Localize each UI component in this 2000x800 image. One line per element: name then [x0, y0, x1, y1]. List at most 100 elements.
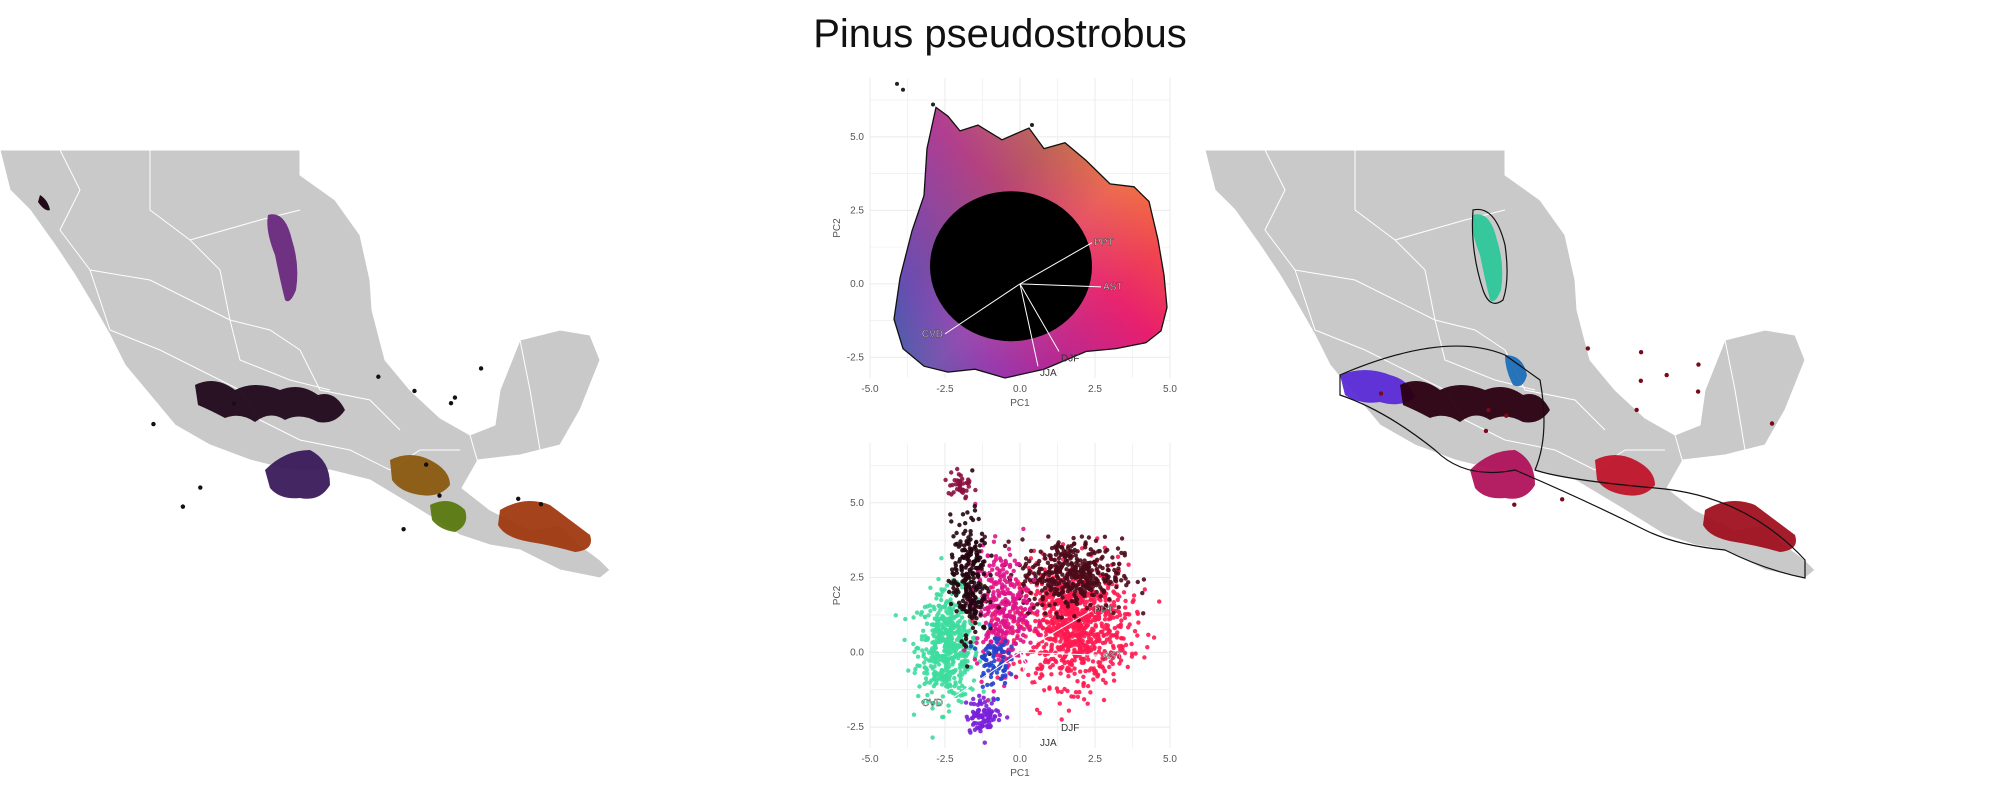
scatter-point — [922, 660, 927, 665]
scatter-point — [1011, 605, 1017, 611]
occurrence-point — [452, 395, 458, 400]
scatter-point — [1014, 581, 1019, 587]
scatter-point — [903, 616, 908, 622]
scatter-point — [952, 603, 957, 608]
scatter-point — [1088, 551, 1093, 557]
scatter-point — [1065, 583, 1071, 588]
loading-label: AST — [1103, 282, 1122, 293]
scatter-point — [1013, 577, 1019, 582]
scatter-point — [1063, 607, 1068, 612]
scatter-point — [1071, 549, 1076, 555]
scatter-point — [1101, 697, 1107, 703]
scatter-point — [1006, 546, 1012, 552]
scatter-point — [944, 583, 950, 588]
scatter-point — [1123, 576, 1128, 581]
scatter-point — [1058, 607, 1063, 613]
scatter-point — [1013, 674, 1019, 679]
scatter-point — [1073, 620, 1078, 625]
scatter-point — [1030, 565, 1036, 570]
scatter-point — [1020, 566, 1026, 571]
state-border — [299, 349, 401, 431]
scatter-point — [1002, 602, 1007, 607]
scatter-point — [1083, 668, 1088, 674]
y-tick-label: 5.0 — [850, 498, 864, 509]
scatter-point — [997, 556, 1003, 561]
scatter-point — [964, 553, 969, 559]
scatter-point — [1052, 601, 1058, 607]
scatter-point — [1023, 613, 1028, 619]
niche-hull — [1339, 345, 1806, 579]
scatter-point — [968, 665, 974, 670]
scatter-point — [1050, 617, 1055, 622]
scatter-point — [1060, 545, 1065, 550]
scatter-point — [924, 680, 929, 685]
scatter-point — [973, 629, 978, 635]
state-border — [59, 149, 111, 331]
scatter-point — [1083, 541, 1088, 547]
loading-label: JJA — [1040, 738, 1057, 749]
scatter-point — [972, 727, 978, 732]
scatter-point — [930, 735, 935, 740]
scatter-point — [961, 594, 967, 599]
scatter-point — [906, 668, 911, 673]
scatter-point — [959, 653, 964, 658]
scatter-point — [1081, 681, 1086, 686]
scatter-point — [950, 607, 956, 612]
scatter-point — [1102, 593, 1108, 599]
occurrence-point — [1504, 413, 1509, 418]
scatter-point — [1053, 650, 1058, 655]
scatter-point — [1129, 654, 1135, 659]
scatter-point — [1072, 638, 1078, 644]
scatter-point — [981, 689, 986, 694]
scatter-point — [1011, 568, 1016, 574]
scatter-point — [1092, 608, 1098, 613]
scatter-point — [971, 561, 976, 566]
outlier-point — [931, 102, 935, 107]
scatter-point — [961, 531, 966, 536]
scatter-point — [1094, 589, 1099, 595]
scatter-point — [1086, 657, 1091, 662]
scatter-point — [1100, 565, 1105, 571]
scatter-point — [1028, 548, 1034, 554]
scatter-point — [940, 694, 946, 699]
scatter-point — [958, 693, 964, 698]
scatter-point — [1140, 590, 1145, 596]
scatter-point — [1055, 598, 1060, 603]
scatter-point — [944, 672, 949, 677]
scatter-point — [945, 632, 951, 637]
occurrence-point — [1483, 428, 1489, 434]
scatter-point — [980, 563, 985, 568]
scatter-point — [1092, 559, 1097, 565]
scatter-point — [1063, 600, 1069, 605]
scatter-point — [993, 632, 999, 637]
scatter-point — [959, 700, 964, 705]
scatter-point — [983, 657, 988, 662]
scatter-point — [1123, 598, 1128, 604]
scatter-point — [1131, 593, 1137, 598]
scatter-point — [966, 574, 971, 580]
scatter-point — [1095, 632, 1101, 637]
scatter-point — [968, 644, 974, 649]
scatter-point — [1093, 576, 1098, 581]
scatter-point — [951, 621, 956, 626]
scatter-point — [984, 711, 989, 716]
scatter-point — [960, 572, 965, 577]
scatter-point — [988, 585, 994, 590]
scatter-point — [912, 670, 917, 676]
scatter-point — [960, 548, 965, 553]
scatter-point — [1105, 547, 1110, 553]
scatter-point — [929, 690, 934, 695]
scatter-point — [996, 580, 1002, 585]
scatter-point — [1003, 638, 1008, 644]
scatter-point — [1103, 598, 1108, 603]
scatter-point — [951, 490, 956, 495]
scatter-point — [1071, 541, 1077, 547]
occurrence-point — [231, 401, 237, 406]
scatter-point — [1020, 616, 1025, 622]
scatter-point — [957, 480, 963, 485]
scatter-point — [1122, 553, 1128, 558]
scatter-point — [912, 649, 917, 655]
scatter-point — [1097, 660, 1103, 665]
y-tick-label: -2.5 — [847, 352, 865, 363]
scatter-point — [926, 613, 931, 618]
